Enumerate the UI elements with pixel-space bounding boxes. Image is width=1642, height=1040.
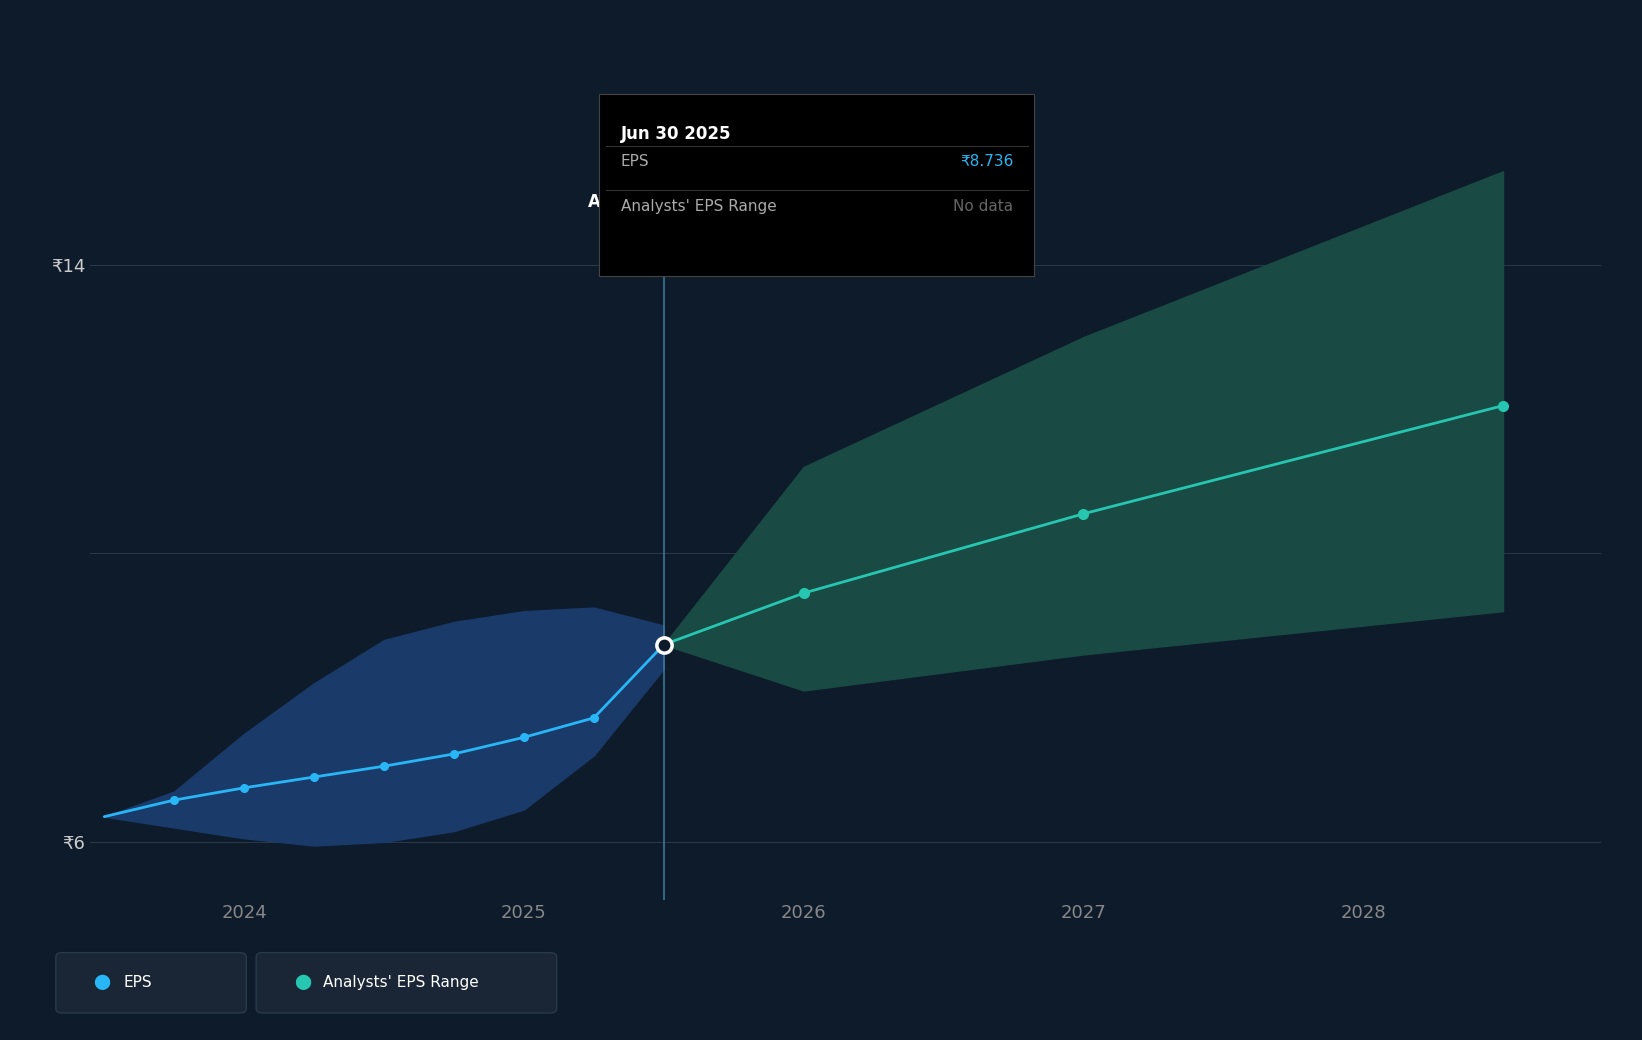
Text: No data: No data <box>952 199 1013 213</box>
Text: ₹8.736: ₹8.736 <box>959 154 1013 168</box>
Text: ⬤: ⬤ <box>294 976 310 990</box>
Text: EPS: EPS <box>621 154 649 168</box>
Text: ⬤: ⬤ <box>94 976 110 990</box>
Text: Analysts' EPS Range: Analysts' EPS Range <box>621 199 777 213</box>
Text: Analysts' EPS Range: Analysts' EPS Range <box>323 976 479 990</box>
Text: Jun 30 2025: Jun 30 2025 <box>621 125 731 142</box>
Text: Actual: Actual <box>588 192 647 211</box>
Text: Analysts Forecasts: Analysts Forecasts <box>680 192 836 211</box>
Text: EPS: EPS <box>123 976 151 990</box>
